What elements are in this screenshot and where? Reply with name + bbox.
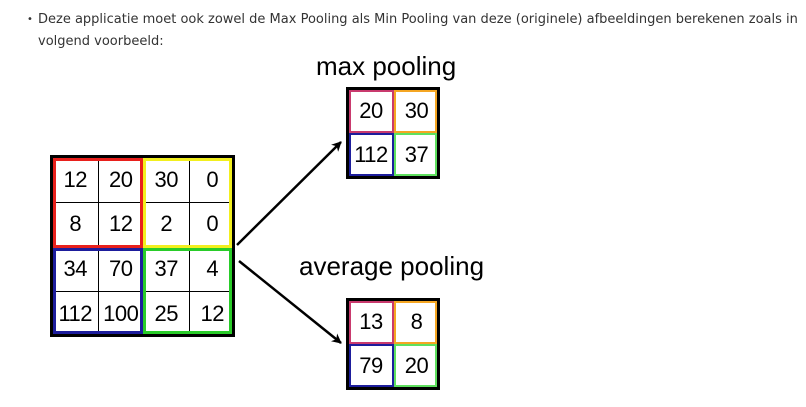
bullet-text: Deze applicatie moet ook zowel de Max Po… <box>38 12 798 49</box>
grid-cell: 4 <box>189 247 235 292</box>
grid-cell: 30 <box>394 90 439 133</box>
grid-cell: 20 <box>404 352 429 378</box>
grid-cell: 20 <box>349 90 394 133</box>
arrow-to-max <box>236 141 342 246</box>
grid-cell: 30 <box>144 158 190 203</box>
average-pooling-grid: 13 8 79 20 <box>346 298 440 390</box>
grid-cell: 8 <box>53 202 99 247</box>
grid-cell: 0 <box>189 203 235 247</box>
grid-cell: 25 <box>144 291 190 336</box>
grid-cell: 112 <box>53 291 99 336</box>
grid-cell: 79 <box>349 344 394 387</box>
grid-cell: 112 <box>349 133 394 176</box>
grid-cell: 13 <box>349 301 394 344</box>
grid-cell: 2 <box>144 202 190 247</box>
grid-cell: 12 <box>53 158 99 203</box>
grid-cell: 20 <box>98 158 144 203</box>
grid-cell: 34 <box>53 247 99 292</box>
arrow-to-average <box>238 260 342 344</box>
input-grid: 12 20 30 0 8 12 2 0 34 70 37 4 112 100 25 12 <box>50 155 235 337</box>
bullet-paragraph: • Deze applicatie moet ook zowel de Max … <box>27 9 799 53</box>
average-pooling-title: average pooling <box>299 251 485 281</box>
max-pooling-grid: 20 30 112 37 <box>346 87 440 179</box>
grid-cell: 37 <box>144 247 190 292</box>
grid-cell: 0 <box>189 158 235 203</box>
grid-cell: 37 <box>404 141 429 167</box>
max-pooling-title: max pooling <box>316 51 457 81</box>
grid-cell: 12 <box>98 202 144 247</box>
bullet-dot-icon: • <box>27 14 33 25</box>
grid-cell: 8 <box>394 301 439 344</box>
grid-cell: 12 <box>200 300 225 326</box>
grid-cell: 70 <box>98 247 144 292</box>
grid-cell: 100 <box>99 291 144 336</box>
